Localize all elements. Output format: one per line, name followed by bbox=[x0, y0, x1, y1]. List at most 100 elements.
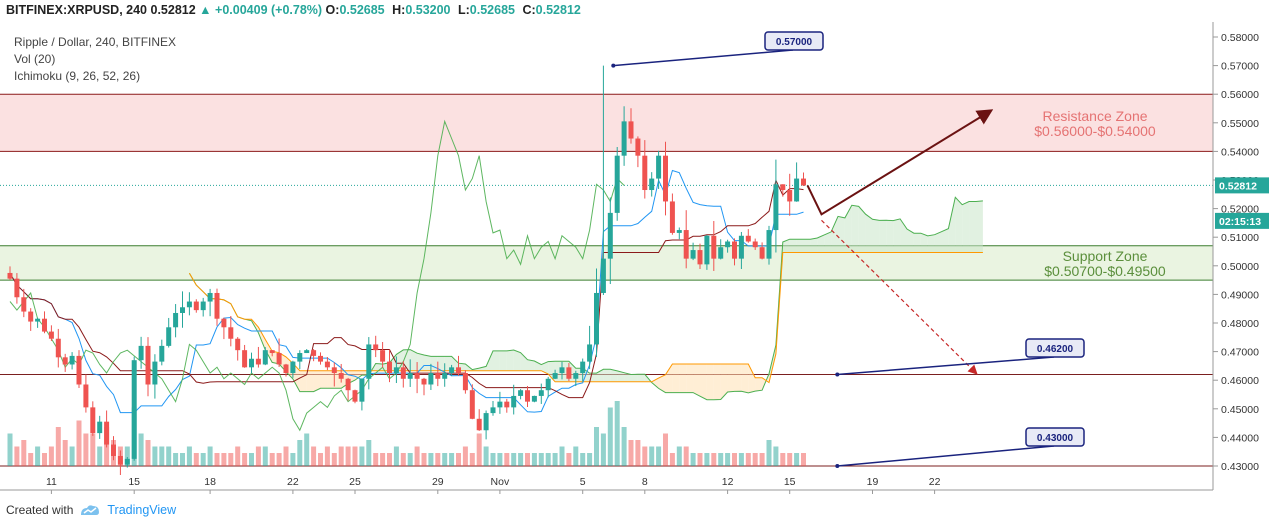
volume-bar bbox=[642, 446, 648, 466]
candle-body bbox=[207, 292, 213, 302]
volume-bar bbox=[186, 446, 192, 466]
cloud-segment bbox=[934, 231, 942, 253]
candle-body bbox=[414, 373, 420, 379]
level-callout-anchor bbox=[835, 372, 840, 377]
cloud-segment bbox=[700, 364, 707, 400]
volume-bar bbox=[221, 453, 227, 466]
chikou-span-line bbox=[9, 119, 625, 432]
volume-bar bbox=[525, 453, 530, 466]
candle-body bbox=[145, 345, 151, 385]
volume-bar bbox=[511, 453, 517, 466]
cloud-segment bbox=[506, 350, 514, 371]
cloud-segment bbox=[437, 356, 445, 371]
kijun-sen-line bbox=[9, 178, 804, 399]
candle-body bbox=[476, 418, 482, 431]
legend-title[interactable]: Ripple / Dollar, 240, BITFINEX bbox=[14, 35, 177, 49]
price-tick-label: 0.55000 bbox=[1221, 118, 1259, 130]
last-price: 0.52812 bbox=[150, 3, 196, 17]
candle-body bbox=[683, 230, 689, 259]
volume-bar bbox=[42, 453, 47, 466]
volume-bar bbox=[552, 453, 558, 466]
candle-body bbox=[331, 367, 337, 374]
candle-body bbox=[745, 235, 751, 242]
volume-bar bbox=[366, 440, 372, 466]
candle-body bbox=[14, 278, 20, 298]
volume-bar bbox=[7, 433, 13, 466]
cloud-segment bbox=[513, 350, 521, 371]
bullish-projection-arrow bbox=[806, 109, 994, 216]
candle-body bbox=[407, 373, 413, 379]
cloud-segment bbox=[520, 352, 528, 371]
candle-body bbox=[801, 178, 806, 186]
candle-body bbox=[635, 138, 641, 156]
level-callout-label: 0.46200 bbox=[1037, 344, 1074, 355]
volume-bar bbox=[297, 440, 303, 466]
cloud-segment bbox=[493, 350, 500, 371]
candle-body bbox=[283, 364, 289, 374]
price-tick-label: 0.54000 bbox=[1221, 146, 1259, 158]
volume-bar bbox=[97, 446, 103, 466]
cloud-segment bbox=[258, 327, 266, 350]
cloud-segment bbox=[306, 370, 314, 392]
cloud-segment bbox=[624, 372, 631, 382]
tradingview-brand-link[interactable]: TradingView bbox=[107, 503, 177, 517]
cloud-segment bbox=[851, 205, 859, 253]
time-tick-label: Nov bbox=[491, 476, 510, 488]
volume-bar bbox=[318, 453, 323, 466]
candle-body bbox=[269, 350, 275, 354]
legend-volume[interactable]: Vol (20) bbox=[14, 52, 56, 66]
cloud-segment bbox=[686, 364, 694, 393]
resistance-zone-band bbox=[0, 94, 1213, 152]
volume-bar bbox=[435, 453, 441, 466]
time-tick-label: 19 bbox=[867, 476, 879, 488]
cloud-segment bbox=[672, 364, 680, 393]
volume-bar bbox=[456, 453, 461, 466]
volume-bar bbox=[76, 420, 82, 466]
candle-body bbox=[587, 344, 593, 362]
candle-body bbox=[97, 421, 103, 434]
candle-body bbox=[421, 378, 427, 385]
volume-bar bbox=[276, 453, 282, 466]
volume-bar bbox=[607, 407, 613, 466]
candle-body bbox=[69, 355, 75, 365]
cloud-segment bbox=[444, 356, 452, 371]
candle-body bbox=[794, 178, 800, 202]
price-change: +0.00409 (+0.78%) bbox=[215, 3, 323, 17]
price-tag-box bbox=[1215, 212, 1269, 229]
price-tick-label: 0.57000 bbox=[1221, 61, 1259, 73]
resistance-zone-range: $0.56000-$0.54000 bbox=[1034, 123, 1156, 139]
price-tick-label: 0.52000 bbox=[1221, 204, 1259, 216]
cloud-segment bbox=[499, 350, 507, 371]
volume-bar bbox=[483, 446, 489, 466]
cloud-segment bbox=[838, 216, 845, 253]
price-tick-label: 0.49000 bbox=[1221, 289, 1259, 301]
price-tick-label: 0.51000 bbox=[1221, 232, 1259, 244]
candle-body bbox=[607, 212, 613, 259]
volume-bar bbox=[780, 453, 786, 466]
candle-body bbox=[131, 360, 137, 459]
price-tag-label: 02:15:13 bbox=[1219, 216, 1261, 228]
volume-bar bbox=[400, 453, 406, 466]
volume-bar bbox=[628, 440, 634, 466]
candle-body bbox=[456, 367, 461, 374]
cloud-segment bbox=[824, 231, 832, 253]
level-callout-box bbox=[1025, 427, 1085, 447]
cloud-segment bbox=[610, 369, 618, 382]
candle-body bbox=[104, 421, 110, 445]
volume-bar bbox=[414, 446, 420, 466]
footer-branding: Created with TradingView bbox=[6, 503, 176, 517]
cloud-segment bbox=[603, 369, 611, 382]
volume-bar bbox=[497, 453, 503, 466]
candle-body bbox=[193, 301, 199, 311]
volume-bar bbox=[704, 453, 710, 466]
candle-body bbox=[83, 384, 89, 408]
candle-body bbox=[559, 367, 565, 374]
cloud-segment bbox=[913, 233, 921, 253]
volume-bar bbox=[421, 453, 427, 466]
cloud-segment bbox=[693, 364, 700, 397]
candle-body bbox=[111, 444, 116, 456]
candle-body bbox=[573, 373, 579, 379]
legend-ichimoku[interactable]: Ichimoku (9, 26, 52, 26) bbox=[14, 69, 141, 83]
volume-bars bbox=[7, 401, 806, 466]
